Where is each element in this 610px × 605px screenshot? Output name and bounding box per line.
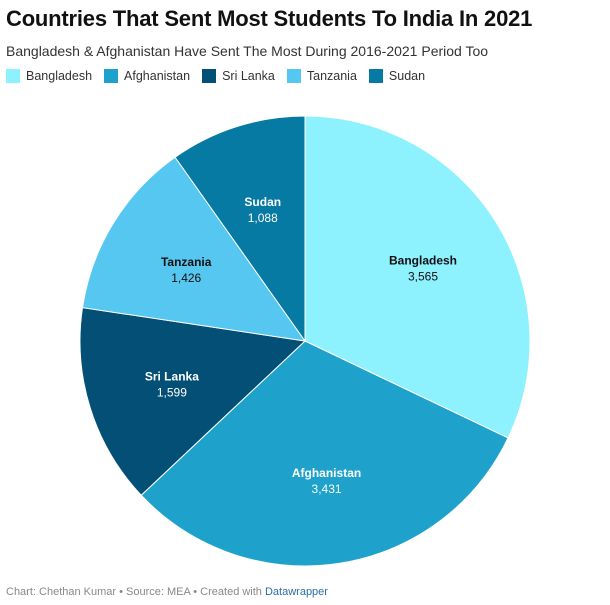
legend-item-bangladesh: Bangladesh: [6, 69, 92, 83]
footer-credits: Chart: Chethan Kumar • Source: MEA • Cre…: [6, 586, 265, 598]
chart-subtitle: Bangladesh & Afghanistan Have Sent The M…: [6, 43, 489, 59]
slice-value-sudan: 1,088: [248, 211, 278, 225]
slice-value-sri-lanka: 1,599: [157, 386, 187, 400]
legend-swatch-afghanistan: [104, 69, 119, 83]
slice-value-bangladesh: 3,565: [408, 270, 438, 284]
pie-slice-sudan: [174, 115, 306, 343]
slice-value-tanzania: 1,426: [171, 271, 201, 285]
legend-item-sudan: Sudan: [368, 69, 426, 83]
slice-name-bangladesh: Bangladesh: [389, 254, 457, 268]
pie-slice-bangladesh: [304, 115, 531, 439]
legend-swatch-bangladesh: [6, 69, 20, 83]
legend-item-tanzania: Tanzania: [286, 69, 357, 83]
slice-value-afghanistan: 3,431: [312, 482, 342, 496]
legend-label-tanzania: Tanzania: [306, 69, 357, 83]
slice-name-afghanistan: Afghanistan: [292, 466, 361, 480]
slice-label-sudan: Sudan 1,088: [244, 195, 281, 225]
legend-swatch-sudan: [368, 69, 383, 83]
chart-title: Countries That Sent Most Students To Ind…: [6, 6, 533, 31]
slice-label-sri-lanka: Sri Lanka 1,599: [145, 370, 199, 400]
pie-slice-afghanistan: [140, 340, 509, 567]
slice-label-bangladesh: Bangladesh 3,565: [389, 254, 457, 284]
datawrapper-link[interactable]: Datawrapper: [264, 586, 328, 598]
legend-swatch-tanzania: [286, 69, 301, 83]
slice-name-sri-lanka: Sri Lanka: [145, 370, 199, 384]
chart-footer: Chart: Chethan Kumar • Source: MEA • Cre…: [6, 586, 328, 598]
slice-label-tanzania: Tanzania 1,426: [161, 255, 212, 285]
legend-swatch-sri-lanka: [202, 69, 217, 83]
pie-slice-sri-lanka: [79, 307, 307, 496]
slice-name-tanzania: Tanzania: [161, 255, 212, 269]
legend-label-afghanistan: Afghanistan: [124, 69, 191, 83]
legend: Bangladesh Afghanistan Sri Lanka Tanzani…: [6, 69, 437, 83]
slice-label-afghanistan: Afghanistan 3,431: [292, 466, 361, 496]
pie-slice-tanzania: [81, 156, 307, 342]
legend-item-afghanistan: Afghanistan: [104, 69, 190, 83]
slice-name-sudan: Sudan: [244, 195, 281, 209]
legend-item-sri-lanka: Sri Lanka: [202, 69, 275, 83]
legend-label-sudan: Sudan: [388, 69, 426, 83]
legend-label-sri-lanka: Sri Lanka: [222, 69, 275, 83]
legend-label-bangladesh: Bangladesh: [26, 69, 93, 83]
